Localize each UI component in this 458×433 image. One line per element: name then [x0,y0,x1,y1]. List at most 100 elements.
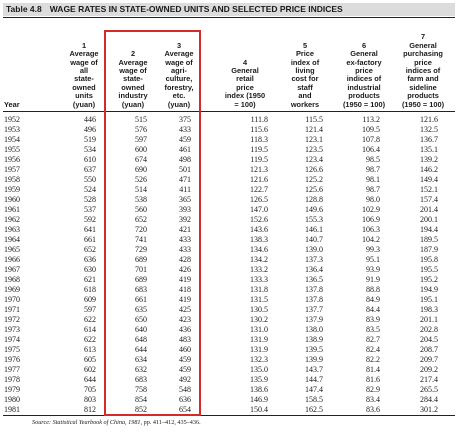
column-header-line: purchasing [403,49,443,59]
value-cell: 133.2 [250,265,268,274]
value-cell: 140.7 [305,235,323,244]
column-header-line: industrial [347,82,381,92]
value-cell: 202.8 [420,325,438,334]
year-cell: 1979 [4,385,20,394]
column-header-line: (1950 = 100) [401,99,445,109]
column-header-line: state- [123,74,143,84]
value-cell: 526 [135,175,147,184]
value-cell: 683 [135,285,147,294]
year-cell: 1966 [4,255,20,264]
column-header-line: wage of [165,57,193,67]
value-cell: 419 [179,275,191,284]
value-cell: 83.4 [366,395,380,404]
value-cell: 139.0 [305,245,323,254]
column-header-line: ex-factory [346,57,382,67]
value-cell: 137.7 [305,305,323,314]
value-cell: 195.8 [420,255,438,264]
table-row: 1974 622 648 483 131.9 138.9 82.7 204.5 [0,335,458,344]
value-cell: 115.6 [250,125,268,134]
year-cell: 1967 [4,265,20,274]
value-cell: 98.5 [366,155,380,164]
column-header-line: etc. [172,91,186,101]
value-cell: 217.4 [420,375,438,384]
source-note: Source: Statistical Yearbook of China, 1… [32,419,201,427]
year-cell: 1980 [4,395,20,404]
table-row: 1968 621 689 419 133.3 136.5 91.9 195.2 [0,275,458,284]
value-cell: 128.8 [305,195,323,204]
value-cell: 121.3 [250,165,268,174]
column-number: 1 [81,40,87,50]
value-cell: 83.5 [366,325,380,334]
value-cell: 118.3 [250,135,268,144]
column-header-4: 4 General retail price index (1950 = 100) [213,19,277,111]
value-cell: 621 [84,275,96,284]
value-cell: 138.0 [305,325,323,334]
value-cell: 130.5 [250,305,268,314]
value-cell: 618 [84,285,96,294]
value-cell: 162.5 [305,405,323,414]
table-row: 1963 641 720 421 143.6 146.1 106.3 194.4 [0,225,458,234]
column-header-line: products [348,91,380,101]
value-cell: 132.3 [250,355,268,364]
column-header-line: General [231,65,259,75]
value-cell: 131.5 [250,295,268,304]
column-header-line: indices of [346,74,382,84]
year-cell: 1964 [4,235,20,244]
value-cell: 635 [135,305,147,314]
value-cell: 705 [84,385,96,394]
value-cell: 418 [179,285,191,294]
column-header-line: = 100) [234,99,256,109]
year-cell: 1957 [4,165,20,174]
column-header-line: owned [121,82,145,92]
value-cell: 149.6 [305,205,323,214]
value-cell: 265.5 [420,385,438,394]
value-cell: 636 [84,255,96,264]
value-cell: 126.5 [250,195,268,204]
value-cell: 433 [179,245,191,254]
column-header-line: culture, [165,74,193,84]
column-header-line: Year [4,99,20,109]
value-cell: 471 [179,175,191,184]
value-cell: 592 [84,215,96,224]
year-cell: 1963 [4,225,20,234]
table-row: 1958 550 526 471 121.6 125.2 98.1 149.4 [0,175,458,184]
value-cell: 609 [84,295,96,304]
value-cell: 637 [84,165,96,174]
value-cell: 661 [135,295,147,304]
value-cell: 95.1 [366,255,380,264]
value-cell: 433 [179,125,191,134]
value-cell: 147.0 [250,205,268,214]
value-cell: 852 [135,405,147,414]
value-cell: 496 [84,125,96,134]
column-header-line: and [298,91,312,101]
value-cell: 209.7 [420,355,438,364]
year-cell: 1977 [4,365,20,374]
value-cell: 428 [179,255,191,264]
value-cell: 84.4 [366,305,380,314]
value-cell: 136.7 [420,135,438,144]
column-header-line: agri- [170,65,187,75]
value-cell: 139.2 [420,155,438,164]
column-header-line: price [355,65,373,75]
value-cell: 136.5 [305,275,323,284]
table-row: 1969 618 683 418 131.8 137.8 88.8 194.9 [0,285,458,294]
value-cell: 492 [179,375,191,384]
column-header-line: sideline [409,82,437,92]
value-cell: 758 [135,385,147,394]
table-row: 1981 812 852 654 150.4 162.5 83.6 301.2 [0,405,458,414]
value-cell: 690 [135,165,147,174]
column-header-line: staff [297,82,313,92]
value-cell: 146.2 [420,165,438,174]
value-cell: 576 [135,125,147,134]
value-cell: 119.5 [250,145,268,154]
value-cell: 131.8 [250,285,268,294]
value-cell: 392 [179,215,191,224]
value-cell: 538 [135,195,147,204]
column-header-line: Average [164,49,194,59]
value-cell: 194.9 [420,285,438,294]
value-cell: 433 [179,235,191,244]
value-cell: 115.5 [305,115,323,124]
value-cell: 613 [84,345,96,354]
column-header-line: price [414,57,432,67]
value-cell: 854 [135,395,147,404]
